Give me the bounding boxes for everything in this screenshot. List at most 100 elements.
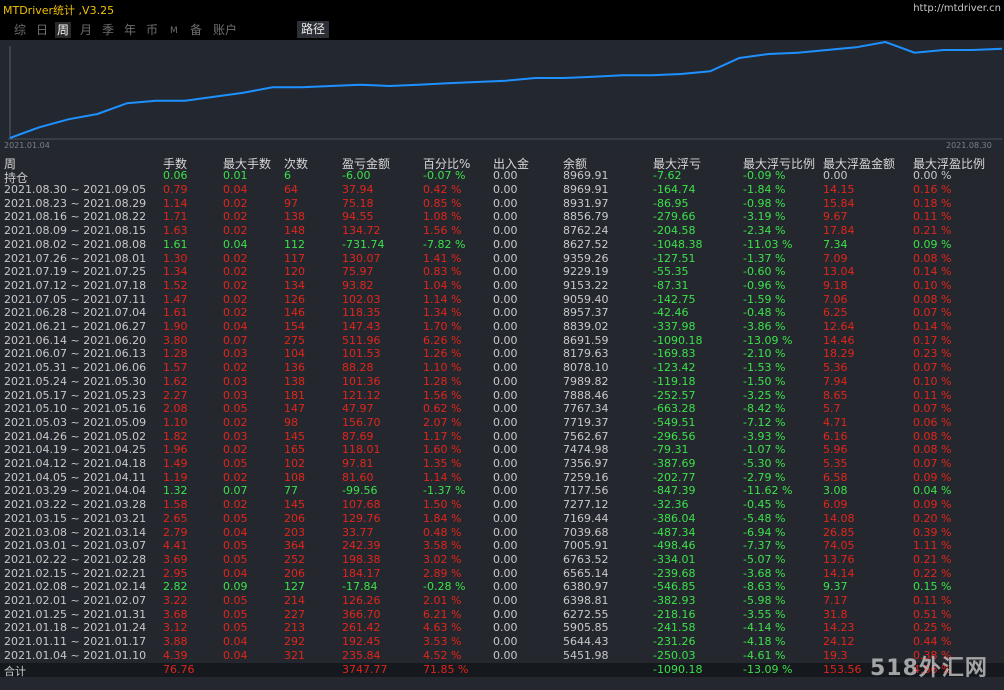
cell-pnl: 33.77 xyxy=(342,525,374,539)
table-row[interactable]: 2021.01.04 ~ 2021.01.10 4.39 0.04 321 235.84… xyxy=(0,649,1004,663)
table-row[interactable]: 2021.08.02 ~ 2021.08.08 1.61 0.04 112 -731.7… xyxy=(0,238,1004,252)
tab-currency[interactable]: 币 xyxy=(146,23,159,37)
tab-day[interactable]: 日 xyxy=(36,23,49,37)
column-header-max-drawdown-pct[interactable]: 最大浮亏比例 xyxy=(743,157,816,171)
cell-pct: 6.21 % xyxy=(423,607,462,621)
cell-count: 126 xyxy=(284,292,305,306)
column-header-period[interactable]: 周 xyxy=(4,157,17,171)
table-row[interactable]: 2021.05.10 ~ 2021.05.16 2.08 0.05 147 47.97 0… xyxy=(0,402,1004,416)
cell-pct: 1.08 % xyxy=(423,210,462,224)
cell-lots: 1.10 xyxy=(163,415,188,429)
table-row[interactable]: 2021.07.05 ~ 2021.07.11 1.47 0.02 126 102.03… xyxy=(0,293,1004,307)
cell-flow: 0.00 xyxy=(493,484,518,498)
table-row[interactable]: 2021.04.05 ~ 2021.04.11 1.19 0.02 108 81.60 1… xyxy=(0,471,1004,485)
table-row[interactable]: 2021.08.16 ~ 2021.08.22 1.71 0.02 138 94.55 1… xyxy=(0,210,1004,224)
cell-max-drawdown: -123.42 xyxy=(653,361,696,375)
column-header-flow[interactable]: 出入金 xyxy=(493,157,530,171)
cell-max-lots: 0.07 xyxy=(223,333,248,347)
cell-lots: 1.19 xyxy=(163,470,188,484)
table-row[interactable]: 2021.05.03 ~ 2021.05.09 1.10 0.02 98 156.70 2… xyxy=(0,416,1004,430)
tab-quarter[interactable]: 季 xyxy=(102,23,115,37)
table-row[interactable]: 2021.08.09 ~ 2021.08.15 1.63 0.02 148 134.72… xyxy=(0,224,1004,238)
cell-max-drawdown-pct: -1.50 % xyxy=(743,374,786,388)
holding-max-float-profit: 0.00 xyxy=(823,169,848,182)
tab-note[interactable]: 备 xyxy=(190,23,203,37)
total-pct: 71.85 % xyxy=(423,663,469,676)
column-header-pct[interactable]: 百分比% xyxy=(423,157,471,171)
table-row[interactable]: 2021.02.08 ~ 2021.02.14 2.82 0.09 127 -17.84… xyxy=(0,580,1004,594)
tab-overview[interactable]: 综 xyxy=(14,23,27,37)
table-row[interactable]: 2021.06.21 ~ 2021.06.27 1.90 0.04 154 147.43… xyxy=(0,320,1004,334)
table-row[interactable]: 2021.05.31 ~ 2021.06.06 1.57 0.02 136 88.28 1… xyxy=(0,361,1004,375)
table-row[interactable]: 2021.04.26 ~ 2021.05.02 1.82 0.03 145 87.69 1… xyxy=(0,430,1004,444)
table-row[interactable]: 2021.07.19 ~ 2021.07.25 1.34 0.02 120 75.97 0… xyxy=(0,265,1004,279)
table-row[interactable]: 2021.01.18 ~ 2021.01.24 3.12 0.05 213 261.42… xyxy=(0,621,1004,635)
tab-year[interactable]: 年 xyxy=(124,23,137,37)
table-row[interactable]: 2021.08.30 ~ 2021.09.05 0.79 0.04 64 37.94 0.… xyxy=(0,183,1004,197)
tab-account[interactable]: 账户 xyxy=(213,23,238,37)
table-row[interactable]: 2021.07.12 ~ 2021.07.18 1.52 0.02 134 93.82 1… xyxy=(0,279,1004,293)
table-row[interactable]: 2021.06.28 ~ 2021.07.04 1.61 0.02 146 118.35… xyxy=(0,306,1004,320)
cell-pnl: 261.42 xyxy=(342,621,381,635)
table-row[interactable]: 2021.05.24 ~ 2021.05.30 1.62 0.03 138 101.36… xyxy=(0,375,1004,389)
table-row[interactable]: 2021.06.14 ~ 2021.06.20 3.80 0.07 275 511.96… xyxy=(0,334,1004,348)
table-row[interactable]: 2021.04.12 ~ 2021.04.18 1.49 0.05 102 97.81 1… xyxy=(0,457,1004,471)
holding-row[interactable]: 持仓 0.06 0.01 6 -6.00 -0.07 % 0.00 8969.91 -7.62 -… xyxy=(0,169,1004,185)
cell-max-float-profit: 24.12 xyxy=(823,635,855,649)
cell-max-drawdown-pct: -11.62 % xyxy=(743,484,793,498)
table-row[interactable]: 2021.06.07 ~ 2021.06.13 1.28 0.03 104 101.53… xyxy=(0,347,1004,361)
table-row[interactable]: 2021.03.01 ~ 2021.03.07 4.41 0.05 364 242.39… xyxy=(0,539,1004,553)
table-row[interactable]: 2021.01.25 ~ 2021.01.31 3.68 0.05 227 366.70… xyxy=(0,608,1004,622)
cell-max-drawdown: -55.35 xyxy=(653,265,689,279)
cell-max-float-profit-pct: 0.15 % xyxy=(913,580,952,594)
cell-max-float-profit-pct: 0.06 % xyxy=(913,415,952,429)
table-row[interactable]: 2021.04.19 ~ 2021.04.25 1.96 0.02 165 118.01… xyxy=(0,443,1004,457)
table-row[interactable]: 2021.03.08 ~ 2021.03.14 2.79 0.04 203 33.77 0… xyxy=(0,526,1004,540)
cell-pnl: 198.38 xyxy=(342,552,381,566)
column-header-max-lots[interactable]: 最大手数 xyxy=(223,157,272,171)
cell-max-drawdown: -296.56 xyxy=(653,429,696,443)
cell-max-lots: 0.05 xyxy=(223,539,248,553)
cell-pnl: 75.97 xyxy=(342,265,374,279)
holding-max-float-profit-pct: 0.00 % xyxy=(913,169,952,182)
path-button[interactable]: 路径 xyxy=(297,21,329,38)
tab-m[interactable]: M xyxy=(170,26,178,36)
tab-month[interactable]: 月 xyxy=(80,23,93,37)
column-header-balance[interactable]: 余额 xyxy=(563,157,588,171)
table-row[interactable]: 2021.02.22 ~ 2021.02.28 3.69 0.05 252 198.38… xyxy=(0,553,1004,567)
cell-max-float-profit-pct: 0.21 % xyxy=(913,224,952,238)
table-row[interactable]: 2021.05.17 ~ 2021.05.23 2.27 0.03 181 121.12… xyxy=(0,389,1004,403)
table-row[interactable]: 2021.03.15 ~ 2021.03.21 2.65 0.05 206 129.76… xyxy=(0,512,1004,526)
cell-flow: 0.00 xyxy=(493,580,518,594)
tab-week[interactable]: 周 xyxy=(55,22,72,38)
table-row[interactable]: 2021.07.26 ~ 2021.08.01 1.30 0.02 117 130.07… xyxy=(0,252,1004,266)
cell-count: 146 xyxy=(284,306,305,320)
table-row[interactable]: 2021.08.23 ~ 2021.08.29 1.14 0.02 97 75.18 0.… xyxy=(0,197,1004,211)
cell-max-float-profit: 9.37 xyxy=(823,580,848,594)
table-row[interactable]: 2021.01.11 ~ 2021.01.17 3.88 0.04 292 192.45… xyxy=(0,635,1004,649)
cell-max-drawdown: -142.75 xyxy=(653,292,696,306)
cell-lots: 3.69 xyxy=(163,552,188,566)
cell-flow: 0.00 xyxy=(493,402,518,416)
column-header-max-float-profit-pct[interactable]: 最大浮盈比例 xyxy=(913,157,986,171)
cell-max-lots: 0.02 xyxy=(223,196,248,210)
cell-pnl: 147.43 xyxy=(342,320,381,333)
table-row[interactable]: 2021.03.22 ~ 2021.03.28 1.58 0.02 145 107.68… xyxy=(0,498,1004,512)
column-header-max-float-profit[interactable]: 最大浮盈金额 xyxy=(823,157,896,171)
column-header-max-drawdown[interactable]: 最大浮亏 xyxy=(653,157,702,171)
cell-max-drawdown: -241.58 xyxy=(653,621,696,635)
table-row[interactable]: 2021.02.01 ~ 2021.02.07 3.22 0.05 214 126.26… xyxy=(0,594,1004,608)
table-row[interactable]: 2021.02.15 ~ 2021.02.21 2.95 0.04 206 184.17… xyxy=(0,567,1004,581)
column-header-count[interactable]: 次数 xyxy=(284,157,309,171)
cell-period: 2021.07.12 ~ 2021.07.18 xyxy=(4,278,147,292)
cell-max-drawdown: -204.58 xyxy=(653,224,696,238)
table-row[interactable]: 2021.03.29 ~ 2021.04.04 1.32 0.07 77 -99.56 -… xyxy=(0,484,1004,498)
column-header-pnl[interactable]: 盈亏金额 xyxy=(342,157,391,171)
cell-flow: 0.00 xyxy=(493,648,518,662)
cell-max-lots: 0.02 xyxy=(223,306,248,320)
cell-max-float-profit: 14.46 xyxy=(823,333,855,347)
site-link[interactable]: http://mtdriver.cn xyxy=(913,3,1001,14)
column-header-lots[interactable]: 手数 xyxy=(163,157,188,171)
cell-lots: 1.71 xyxy=(163,210,188,224)
cell-max-drawdown-pct: -11.03 % xyxy=(743,237,793,251)
